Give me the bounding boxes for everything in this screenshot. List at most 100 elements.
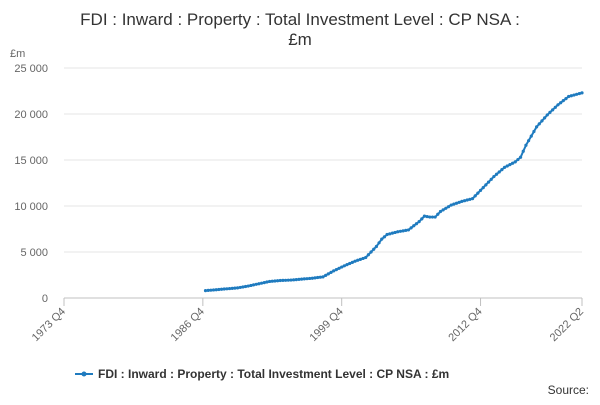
data-point[interactable] <box>398 229 403 233</box>
data-point[interactable] <box>388 232 392 236</box>
data-point[interactable] <box>358 257 362 261</box>
data-point[interactable] <box>457 200 461 204</box>
data-point[interactable] <box>350 260 354 264</box>
data-point[interactable] <box>217 287 221 292</box>
data-point[interactable] <box>366 253 370 257</box>
data-point[interactable] <box>516 157 520 162</box>
data-point[interactable] <box>548 110 552 114</box>
data-point[interactable] <box>324 273 328 277</box>
data-point[interactable] <box>452 202 456 206</box>
data-point[interactable] <box>545 113 549 117</box>
data-point[interactable] <box>273 279 277 283</box>
data-point[interactable] <box>569 94 573 98</box>
data-point[interactable] <box>492 174 496 179</box>
data-point[interactable] <box>478 188 483 192</box>
data-point[interactable] <box>214 288 218 292</box>
data-point[interactable] <box>422 214 427 218</box>
data-point[interactable] <box>502 165 507 169</box>
data-point[interactable] <box>265 280 269 284</box>
data-point[interactable] <box>460 199 464 203</box>
data-point[interactable] <box>481 186 485 190</box>
data-point[interactable] <box>310 276 314 280</box>
data-point[interactable] <box>521 149 525 153</box>
data-point[interactable] <box>369 250 373 254</box>
data-point[interactable] <box>420 217 424 221</box>
data-point[interactable] <box>374 244 378 249</box>
data-point[interactable] <box>222 287 226 291</box>
data-point[interactable] <box>289 278 293 282</box>
data-point[interactable] <box>465 198 469 202</box>
data-point[interactable] <box>575 92 579 96</box>
data-point[interactable] <box>476 191 480 195</box>
data-point[interactable] <box>510 161 515 165</box>
data-point[interactable] <box>308 276 312 281</box>
data-point[interactable] <box>276 279 280 283</box>
data-point[interactable] <box>340 265 344 269</box>
data-point[interactable] <box>508 163 512 167</box>
data-point[interactable] <box>553 105 557 109</box>
data-point[interactable] <box>334 268 338 272</box>
data-point[interactable] <box>580 91 584 95</box>
data-point[interactable] <box>268 279 272 284</box>
data-point[interactable] <box>284 278 288 282</box>
data-point[interactable] <box>470 197 475 201</box>
data-point[interactable] <box>393 230 397 235</box>
data-point[interactable] <box>348 261 352 266</box>
data-point[interactable] <box>342 264 346 268</box>
data-point[interactable] <box>243 284 248 289</box>
data-point[interactable] <box>454 201 459 205</box>
data-point[interactable] <box>364 255 368 260</box>
data-point[interactable] <box>564 96 568 101</box>
data-point[interactable] <box>203 289 208 293</box>
data-point[interactable] <box>412 224 416 228</box>
data-point[interactable] <box>318 275 322 279</box>
data-point[interactable] <box>513 160 517 164</box>
data-point[interactable] <box>254 282 258 286</box>
data-point[interactable] <box>385 232 389 237</box>
data-point[interactable] <box>211 288 216 292</box>
data-point[interactable] <box>302 277 306 281</box>
data-point[interactable] <box>292 278 296 282</box>
data-point[interactable] <box>316 275 320 280</box>
data-point[interactable] <box>543 116 547 120</box>
data-point[interactable] <box>500 168 504 172</box>
data-point[interactable] <box>441 208 445 212</box>
data-point[interactable] <box>396 230 400 234</box>
data-point[interactable] <box>377 241 381 245</box>
data-point[interactable] <box>535 125 539 129</box>
data-point[interactable] <box>468 197 472 201</box>
data-point[interactable] <box>537 122 541 126</box>
data-point[interactable] <box>246 284 250 288</box>
data-point[interactable] <box>462 199 467 203</box>
data-point[interactable] <box>259 281 264 285</box>
data-point[interactable] <box>473 194 477 198</box>
data-point[interactable] <box>390 231 395 235</box>
data-point[interactable] <box>294 278 298 282</box>
data-point[interactable] <box>577 91 581 96</box>
data-point[interactable] <box>444 206 448 210</box>
data-point[interactable] <box>251 283 256 287</box>
data-point[interactable] <box>372 247 376 251</box>
data-point[interactable] <box>321 275 325 279</box>
data-point[interactable] <box>567 94 571 99</box>
data-point[interactable] <box>262 280 266 285</box>
data-point[interactable] <box>524 143 528 147</box>
data-point[interactable] <box>529 134 533 138</box>
data-point[interactable] <box>417 220 421 224</box>
data-point[interactable] <box>230 286 234 290</box>
data-point[interactable] <box>297 277 301 281</box>
data-point[interactable] <box>206 288 210 293</box>
data-point[interactable] <box>249 283 253 288</box>
data-point[interactable] <box>380 237 384 241</box>
data-point[interactable] <box>235 286 240 290</box>
data-point[interactable] <box>401 229 405 233</box>
data-point[interactable] <box>286 278 290 282</box>
data-point[interactable] <box>438 209 443 214</box>
data-point[interactable] <box>409 226 413 230</box>
data-point[interactable] <box>436 212 440 216</box>
data-point[interactable] <box>556 103 560 107</box>
data-point[interactable] <box>518 155 523 159</box>
data-point[interactable] <box>356 258 360 262</box>
data-point[interactable] <box>326 272 330 276</box>
data-point[interactable] <box>540 119 544 123</box>
